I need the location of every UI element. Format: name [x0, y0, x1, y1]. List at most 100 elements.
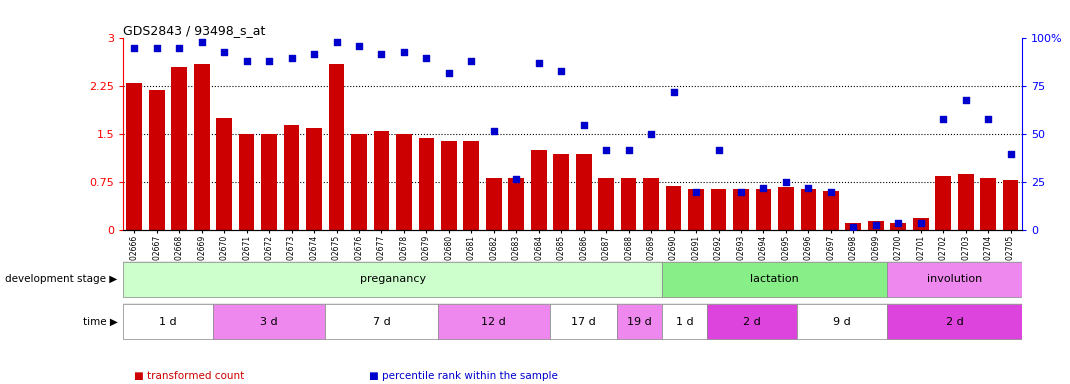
- Text: ■ transformed count: ■ transformed count: [134, 371, 244, 381]
- Bar: [913, 218, 929, 230]
- Point: [171, 45, 188, 51]
- Point: [148, 45, 166, 51]
- Point: [621, 147, 638, 153]
- Bar: [576, 154, 592, 230]
- Bar: [306, 128, 322, 230]
- Point: [261, 58, 278, 65]
- Bar: [325, 304, 438, 339]
- Point: [351, 43, 368, 49]
- Text: 9 d: 9 d: [834, 316, 851, 327]
- Point: [441, 70, 458, 76]
- Text: 7 d: 7 d: [372, 316, 391, 327]
- Bar: [216, 118, 232, 230]
- Point: [957, 97, 974, 103]
- Bar: [823, 191, 839, 230]
- Bar: [508, 178, 524, 230]
- Bar: [396, 134, 412, 230]
- Bar: [890, 223, 906, 230]
- Bar: [123, 262, 662, 297]
- Bar: [550, 304, 617, 339]
- Bar: [351, 134, 367, 230]
- Bar: [935, 176, 951, 230]
- Bar: [662, 262, 887, 297]
- Point: [777, 179, 794, 185]
- Bar: [149, 89, 165, 230]
- Bar: [800, 189, 816, 230]
- Point: [193, 39, 210, 45]
- Bar: [797, 304, 887, 339]
- Point: [889, 220, 906, 226]
- Point: [238, 58, 256, 65]
- Point: [709, 147, 727, 153]
- Bar: [1003, 180, 1019, 230]
- Point: [844, 223, 861, 230]
- Bar: [755, 189, 771, 230]
- Bar: [887, 262, 1022, 297]
- Bar: [438, 304, 550, 339]
- Bar: [261, 134, 277, 230]
- Point: [395, 49, 412, 55]
- Bar: [486, 178, 502, 230]
- Point: [126, 45, 143, 51]
- Point: [485, 127, 503, 134]
- Text: 3 d: 3 d: [260, 316, 278, 327]
- Point: [327, 39, 345, 45]
- Text: ■ percentile rank within the sample: ■ percentile rank within the sample: [369, 371, 559, 381]
- Point: [216, 49, 233, 55]
- Text: preganancy: preganancy: [360, 274, 426, 285]
- Point: [417, 55, 434, 61]
- Bar: [662, 304, 707, 339]
- Point: [507, 175, 524, 182]
- Point: [282, 55, 300, 61]
- Point: [867, 222, 884, 228]
- Bar: [621, 178, 637, 230]
- Point: [642, 131, 659, 137]
- Bar: [868, 221, 884, 230]
- Text: 17 d: 17 d: [571, 316, 596, 327]
- Bar: [980, 178, 996, 230]
- Bar: [710, 189, 727, 230]
- Point: [822, 189, 839, 195]
- Point: [530, 60, 547, 66]
- Bar: [418, 137, 434, 230]
- Bar: [733, 189, 749, 230]
- Text: 2 d: 2 d: [946, 316, 963, 327]
- Point: [306, 51, 323, 57]
- Bar: [598, 178, 614, 230]
- Point: [979, 116, 996, 122]
- Text: involution: involution: [927, 274, 982, 285]
- Bar: [441, 141, 457, 230]
- Bar: [845, 223, 861, 230]
- Point: [755, 185, 773, 191]
- Bar: [171, 67, 187, 230]
- Text: 12 d: 12 d: [482, 316, 506, 327]
- Bar: [213, 304, 325, 339]
- Bar: [958, 174, 974, 230]
- Point: [552, 68, 569, 74]
- Text: 1 d: 1 d: [159, 316, 177, 327]
- Bar: [531, 151, 547, 230]
- Text: 2 d: 2 d: [744, 316, 761, 327]
- Bar: [126, 83, 142, 230]
- Text: lactation: lactation: [750, 274, 799, 285]
- Text: 19 d: 19 d: [627, 316, 653, 327]
- Point: [576, 122, 593, 128]
- Point: [935, 116, 952, 122]
- Bar: [328, 64, 345, 230]
- Text: GDS2843 / 93498_s_at: GDS2843 / 93498_s_at: [123, 24, 265, 37]
- Bar: [887, 304, 1022, 339]
- Bar: [666, 185, 682, 230]
- Bar: [123, 304, 213, 339]
- Point: [372, 51, 389, 57]
- Text: time ▶: time ▶: [82, 316, 118, 327]
- Text: development stage ▶: development stage ▶: [5, 274, 118, 285]
- Bar: [778, 187, 794, 230]
- Point: [912, 220, 929, 226]
- Bar: [643, 178, 659, 230]
- Point: [687, 189, 704, 195]
- Bar: [553, 154, 569, 230]
- Bar: [373, 131, 389, 230]
- Point: [1002, 151, 1019, 157]
- Bar: [463, 141, 479, 230]
- Text: 1 d: 1 d: [676, 316, 693, 327]
